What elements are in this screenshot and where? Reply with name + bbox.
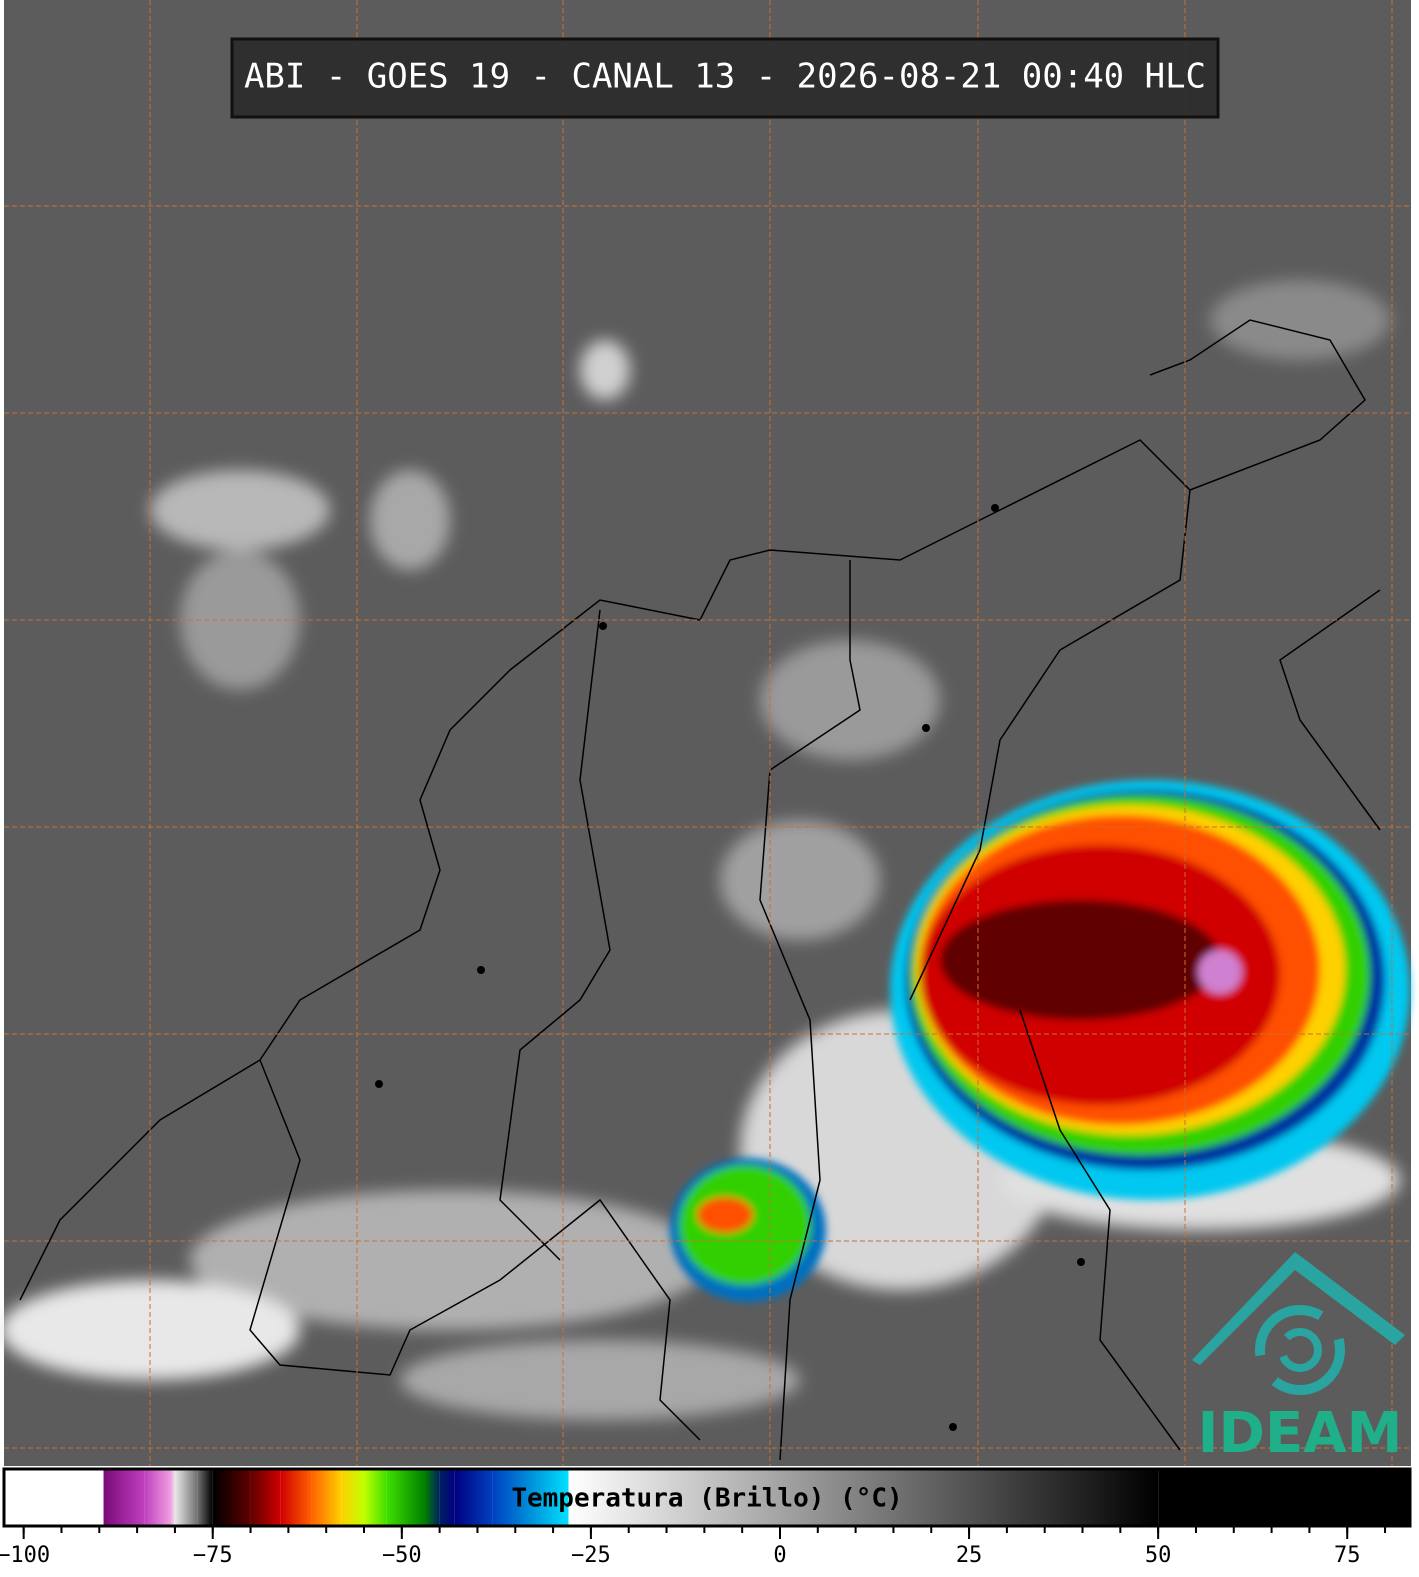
border	[909, 489, 1191, 1001]
colorbar-segment	[1158, 1469, 1410, 1526]
x-tick-label: 25	[956, 1543, 983, 1568]
border	[249, 1059, 701, 1441]
border	[499, 609, 611, 1261]
colorbar-segment	[212, 1469, 251, 1526]
colorbar-segment	[103, 1469, 145, 1526]
title: ABI - GOES 19 - CANAL 13 - 2026-08-21 00…	[244, 57, 1206, 97]
storm-large	[890, 780, 1410, 1200]
cloud	[720, 820, 880, 940]
colorbar-segment	[424, 1469, 440, 1526]
city	[949, 1423, 957, 1431]
logo-text: IDEAM	[1198, 1401, 1403, 1466]
city	[991, 504, 999, 512]
border	[759, 560, 861, 1461]
logo-swirl	[1278, 1328, 1322, 1372]
lat-lon-grid	[4, 0, 1411, 1466]
cloud	[370, 470, 450, 570]
colorbar	[4, 1469, 1410, 1526]
colorbar-segment	[568, 1469, 569, 1526]
colorbar-segment	[311, 1469, 342, 1526]
colorbar-segment	[174, 1469, 198, 1526]
x-tick-label: 0	[773, 1543, 786, 1568]
x-tick-label: −50	[382, 1543, 422, 1568]
cities	[375, 504, 1085, 1431]
city	[599, 622, 607, 630]
storm-peak	[1198, 950, 1242, 994]
x-tick-label: 50	[1145, 1543, 1172, 1568]
logo: IDEAM	[1192, 1252, 1405, 1466]
cloud	[760, 640, 940, 760]
colorbar-segment	[454, 1469, 493, 1526]
colorbar-segment	[103, 1469, 104, 1526]
x-tick-label: −100	[0, 1543, 50, 1568]
x-tick-label: −25	[571, 1543, 611, 1568]
colorbar-segment	[4, 1469, 104, 1526]
cloud	[150, 470, 330, 550]
storm-core	[940, 900, 1220, 1020]
logo-swirl	[1255, 1305, 1345, 1395]
colorbar-segment	[537, 1469, 569, 1526]
colorbar-frame	[2, 1467, 1412, 1528]
cloud	[190, 1190, 710, 1330]
x-tick-label: 75	[1334, 1543, 1361, 1568]
colorbar-segment	[197, 1469, 213, 1526]
colorbar-segment	[341, 1469, 365, 1526]
storm-core	[697, 1197, 753, 1233]
border	[1019, 1009, 1181, 1451]
colorbar-segment	[364, 1469, 387, 1526]
cloud	[580, 340, 630, 400]
colorbar-segment	[250, 1469, 281, 1526]
colorbar-segment	[280, 1469, 312, 1526]
colorbar-segment	[386, 1469, 425, 1526]
logo-roof	[1192, 1252, 1405, 1365]
city	[477, 966, 485, 974]
cloud	[400, 1340, 800, 1420]
colorbar-segment	[568, 1469, 1159, 1526]
colorbar-segment	[439, 1469, 455, 1526]
x-tick-label: −75	[193, 1543, 233, 1568]
colorbar-segment	[144, 1469, 172, 1526]
colorbar-label: Temperatura (Brillo) (°C)	[511, 1484, 902, 1514]
city	[1077, 1258, 1085, 1266]
title-box	[230, 37, 1220, 119]
city	[375, 1080, 383, 1088]
colorbar-segment	[492, 1469, 538, 1526]
storm-small	[670, 1158, 826, 1302]
city	[922, 724, 930, 732]
cloud	[1210, 280, 1390, 360]
clouds	[0, 280, 1400, 1420]
colorbar-segment	[171, 1469, 175, 1526]
border	[1279, 589, 1381, 831]
